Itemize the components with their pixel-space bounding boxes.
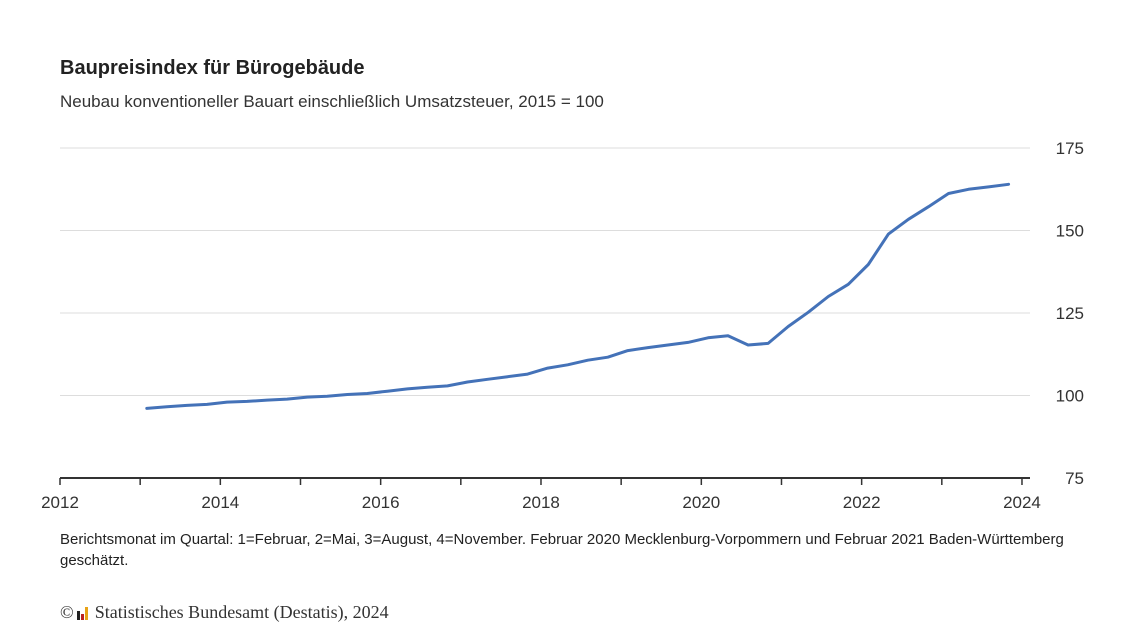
x-tick-label-2014: 2014 bbox=[201, 493, 239, 512]
x-tick-label-2022: 2022 bbox=[843, 493, 881, 512]
source-footer: © Statistisches Bundesamt (Destatis), 20… bbox=[60, 602, 389, 623]
y-tick-label-125: 125 bbox=[1056, 304, 1084, 323]
x-tick-label-2016: 2016 bbox=[362, 493, 400, 512]
y-tick-label-75: 75 bbox=[1065, 469, 1084, 488]
x-tick-label-2018: 2018 bbox=[522, 493, 560, 512]
chart-title: Baupreisindex für Bürogebäude bbox=[60, 57, 365, 79]
x-tick-label-2012: 2012 bbox=[41, 493, 79, 512]
series-line-0 bbox=[145, 182, 1011, 410]
destatis-logo-icon bbox=[76, 606, 89, 620]
chart-footnote: Berichtsmonat im Quartal: 1=Februar, 2=M… bbox=[60, 531, 1064, 569]
y-axis-labels: 75 100 125 150 175 bbox=[1056, 139, 1084, 488]
y-tick-label-100: 100 bbox=[1056, 387, 1084, 406]
series-line-layer bbox=[145, 182, 1011, 410]
source-text: Statistisches Bundesamt (Destatis), 2024 bbox=[94, 602, 389, 622]
y-tick-label-175: 175 bbox=[1056, 139, 1084, 158]
grid-lines bbox=[60, 147, 1030, 396]
x-axis bbox=[59, 477, 1030, 485]
copyright-symbol: © bbox=[60, 602, 74, 622]
chart-subtitle: Neubau konventioneller Bauart einschließ… bbox=[60, 92, 604, 111]
x-axis-labels: 2012 2014 2016 2018 2020 2022 2024 bbox=[41, 493, 1041, 512]
x-tick-label-2024: 2024 bbox=[1003, 493, 1041, 512]
x-tick-label-2020: 2020 bbox=[682, 493, 720, 512]
y-tick-label-150: 150 bbox=[1056, 222, 1084, 241]
